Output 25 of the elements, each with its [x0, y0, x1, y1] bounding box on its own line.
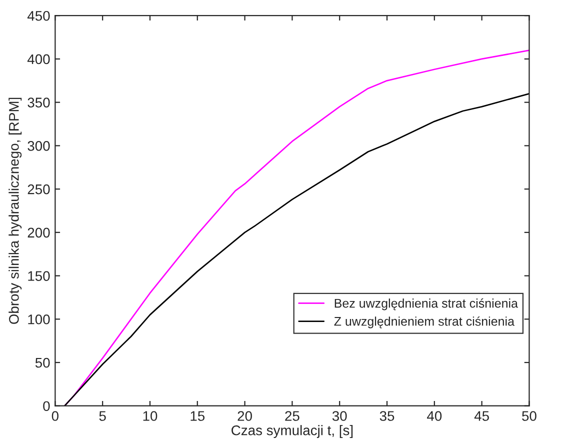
y-tick-label: 250: [28, 184, 50, 194]
y-tick-label: 200: [28, 228, 50, 238]
x-tick-label: 20: [238, 411, 252, 421]
x-tick-label: 10: [143, 411, 158, 421]
x-tick-label: 50: [522, 411, 536, 421]
x-tick-label: 5: [99, 411, 106, 421]
legend-label: Bez uwzględnienia strat ciśnienia: [334, 298, 518, 310]
x-tick-label: 40: [427, 411, 442, 421]
y-tick-label: 50: [35, 358, 50, 368]
x-tick-label: 0: [52, 411, 58, 421]
y-tick-label: 0: [43, 401, 50, 412]
y-tick-label: 100: [28, 314, 50, 324]
y-tick-label: 450: [27, 10, 50, 21]
x-tick-label: 30: [332, 411, 347, 421]
y-tick-label: 400: [27, 54, 50, 64]
y-tick-label: 300: [28, 141, 50, 151]
x-tick-label: 35: [380, 411, 394, 421]
x-axis-title: Czas symulacji t, [s]: [232, 425, 353, 438]
x-tick-label: 45: [474, 411, 489, 421]
y-tick-label: 350: [28, 98, 50, 108]
x-tick-label: 25: [285, 411, 300, 421]
x-tick-label: 15: [190, 411, 205, 421]
legend-label: Z uwzględnieniem strat ciśnienia: [334, 316, 514, 328]
y-tick-label: 150: [28, 271, 50, 281]
y-axis-title: Obroty silnika hydraulicznego, [RPM]: [8, 98, 22, 324]
